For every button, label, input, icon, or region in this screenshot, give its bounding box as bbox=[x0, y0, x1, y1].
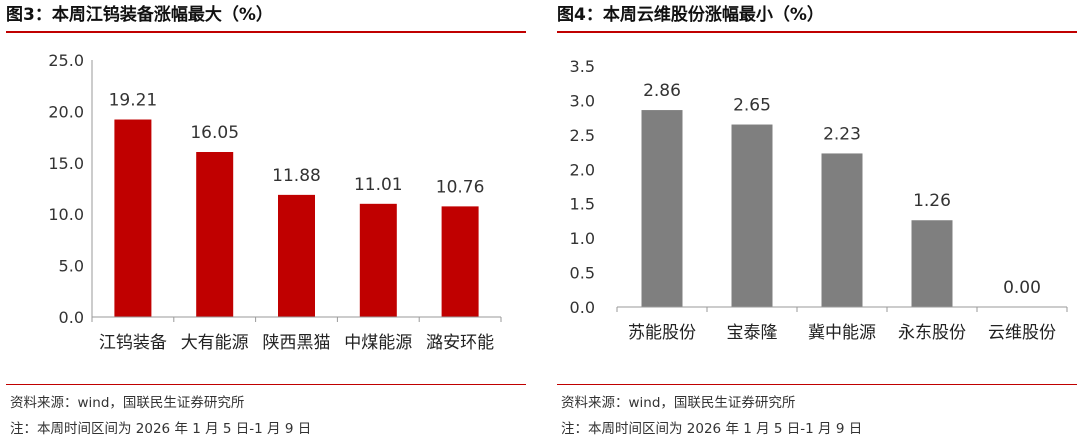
bar bbox=[641, 110, 683, 307]
category-label: 江钨装备 bbox=[99, 333, 167, 353]
category-label: 中煤能源 bbox=[344, 333, 412, 353]
y-tick-label: 0.0 bbox=[570, 298, 595, 317]
figure-4-source-rule bbox=[557, 384, 1077, 385]
figure-3-bar-chart: 0.0 5.0 10.0 15.0 20.0 25.0 19.21 江钨装备 16.05 大有能源… bbox=[48, 51, 502, 353]
bar bbox=[821, 153, 863, 307]
figure-3-source-note: 资料来源：wind，国联民生证券研究所 bbox=[10, 395, 245, 411]
y-tick-label: 0.0 bbox=[59, 308, 84, 327]
category-label: 陕西黑猫 bbox=[263, 333, 331, 353]
figure-3-period-note: 注：本周时间区间为 2026 年 1 月 5 日-1 月 9 日 bbox=[10, 421, 312, 437]
y-tick-label: 1.5 bbox=[570, 195, 595, 214]
data-label: 2.65 bbox=[733, 96, 771, 116]
bar bbox=[196, 152, 234, 317]
data-label: 2.86 bbox=[643, 81, 681, 101]
category-label: 宝泰隆 bbox=[727, 323, 778, 343]
bar bbox=[114, 119, 152, 317]
data-label: 11.01 bbox=[354, 175, 403, 195]
bar bbox=[278, 194, 315, 317]
category-label: 大有能源 bbox=[181, 333, 249, 353]
y-tick-label: 3.0 bbox=[570, 91, 595, 110]
y-tick-label: 5.0 bbox=[59, 257, 84, 276]
y-tick-label: 1.0 bbox=[570, 229, 595, 248]
category-label: 云维股份 bbox=[988, 323, 1056, 343]
figure-3-panel: 图3：本周江钨装备涨幅最大（%） 0.0 5.0 10.0 15.0 20.0 25.0 1… bbox=[6, 0, 531, 440]
figure-4-title: 图4：本周云维股份涨幅最小（%） bbox=[557, 5, 824, 25]
data-label: 11.88 bbox=[272, 166, 321, 186]
bar bbox=[441, 206, 479, 317]
bar bbox=[359, 203, 397, 317]
figure-3-title-rule bbox=[6, 31, 526, 33]
figure-4-source-note: 资料来源：wind，国联民生证券研究所 bbox=[561, 395, 796, 411]
y-tick-label: 3.5 bbox=[570, 57, 595, 76]
bar bbox=[911, 220, 953, 307]
y-tick-label: 2.5 bbox=[570, 126, 595, 145]
figure-4-title-rule bbox=[557, 31, 1077, 33]
data-label: 2.23 bbox=[823, 124, 861, 144]
y-tick-label: 2.0 bbox=[570, 160, 595, 179]
y-tick-label: 25.0 bbox=[48, 51, 84, 70]
figure-4-panel: 图4：本周云维股份涨幅最小（%） 0.0 0.5 1.0 1.5 2.0 2.5 3.0 3.… bbox=[557, 0, 1080, 440]
data-label: 0.00 bbox=[1003, 278, 1041, 298]
figure-4-bar-chart: 0.0 0.5 1.0 1.5 2.0 2.5 3.0 3.5 2.86 苏能股份 2.65 宝泰隆 2… bbox=[570, 57, 1068, 343]
figure-4-period-note: 注：本周时间区间为 2026 年 1 月 5 日-1 月 9 日 bbox=[561, 421, 863, 437]
y-tick-label: 15.0 bbox=[48, 154, 84, 173]
bar bbox=[731, 124, 773, 308]
category-label: 苏能股份 bbox=[628, 323, 696, 343]
data-label: 1.26 bbox=[913, 191, 951, 211]
y-tick-label: 0.5 bbox=[570, 264, 595, 283]
category-label: 冀中能源 bbox=[808, 323, 876, 343]
data-label: 19.21 bbox=[109, 91, 158, 111]
y-tick-label: 10.0 bbox=[48, 205, 84, 224]
data-label: 10.76 bbox=[436, 177, 485, 197]
category-label: 永东股份 bbox=[898, 323, 966, 343]
figure-3-source-rule bbox=[6, 384, 526, 385]
data-label: 16.05 bbox=[190, 123, 239, 143]
category-label: 潞安环能 bbox=[426, 333, 494, 353]
figure-3-title: 图3：本周江钨装备涨幅最大（%） bbox=[6, 5, 273, 25]
y-tick-label: 20.0 bbox=[48, 102, 84, 121]
